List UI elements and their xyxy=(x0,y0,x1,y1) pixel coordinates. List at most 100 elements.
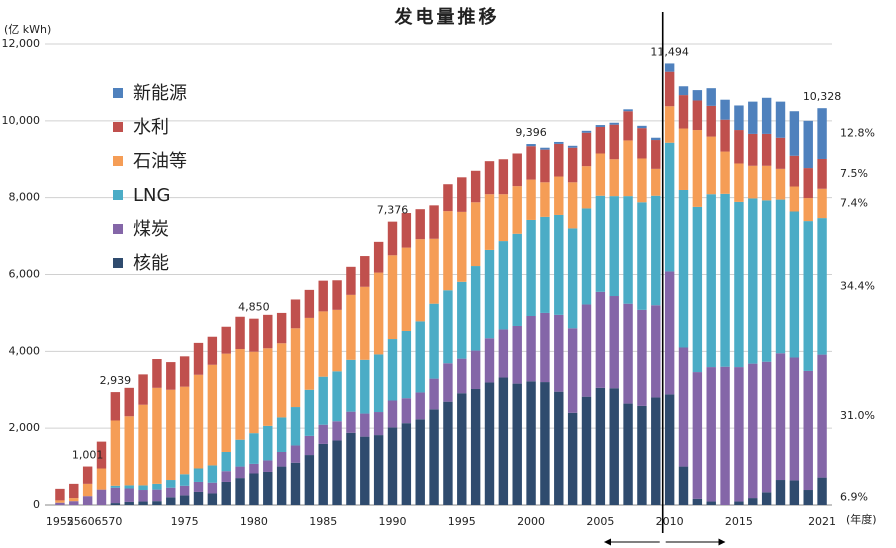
bar-segment xyxy=(609,196,619,297)
bar-segment xyxy=(55,488,65,501)
bar-segment xyxy=(443,290,453,364)
bar-segment xyxy=(387,339,398,401)
bar-segment xyxy=(789,480,800,505)
bar-segment xyxy=(761,165,772,201)
bar-segment xyxy=(207,482,218,494)
bar-segment xyxy=(124,416,134,486)
bar-segment xyxy=(429,378,439,410)
bar-segment xyxy=(415,419,425,505)
bar-segment xyxy=(207,364,218,466)
bar-segment xyxy=(651,168,661,196)
bar-segment xyxy=(775,199,786,354)
y-tick-label: 12,000 xyxy=(2,37,41,50)
legend-label: 核能 xyxy=(133,253,169,274)
bar-segment xyxy=(817,477,827,505)
bar-segment xyxy=(166,497,176,505)
bar-segment xyxy=(69,483,79,499)
bar-segment xyxy=(346,294,356,360)
bar-segment xyxy=(761,97,772,134)
bar-segment xyxy=(235,478,245,505)
bar-segment xyxy=(720,193,730,367)
bar-segment xyxy=(581,208,592,305)
share-label: 12.8% xyxy=(840,127,875,140)
bar-segment xyxy=(540,149,550,183)
bar-segment xyxy=(706,194,716,368)
bar-segment xyxy=(401,330,412,399)
bar-segment xyxy=(401,213,412,248)
bar-segment xyxy=(692,372,703,499)
bar-segment xyxy=(346,432,356,505)
bar-segment xyxy=(789,111,800,156)
bar-segment xyxy=(318,311,328,377)
bar-segment xyxy=(152,359,162,388)
bar-segment xyxy=(720,99,730,120)
bar-segment xyxy=(346,266,356,295)
bar-segment xyxy=(761,361,772,493)
bar-segment xyxy=(360,286,370,360)
bar-segment xyxy=(526,146,536,180)
bar-segment xyxy=(304,317,315,390)
bar-segment xyxy=(775,137,786,169)
bar-segment xyxy=(734,501,744,505)
bar-segment xyxy=(567,147,578,183)
y-tick-label: 8,000 xyxy=(9,191,41,204)
bar-segment xyxy=(263,348,273,426)
bar-segment xyxy=(360,359,370,414)
bar-segment xyxy=(526,179,536,220)
bar-segment xyxy=(817,218,827,355)
bar-segment xyxy=(138,404,148,486)
bar-segment xyxy=(332,309,342,372)
bar-segment xyxy=(221,451,231,472)
bar-segment xyxy=(748,165,758,199)
bar-segment xyxy=(82,496,93,505)
bar-segment xyxy=(138,501,148,505)
bar-segment xyxy=(193,481,204,492)
bar-segment xyxy=(623,403,633,505)
bar-segment xyxy=(110,487,121,504)
bar-segment xyxy=(512,325,522,384)
bar-segment xyxy=(138,490,148,502)
bar-segment xyxy=(720,366,730,505)
bar-segment xyxy=(221,481,231,505)
bar-segment xyxy=(637,202,647,310)
bar-segment xyxy=(124,501,134,505)
bar-segment xyxy=(166,487,176,498)
bar-segment xyxy=(249,433,259,464)
bar-segment xyxy=(803,490,813,505)
bar-segment xyxy=(82,466,93,484)
bar-segment xyxy=(429,238,439,304)
bar-segment xyxy=(457,393,467,505)
bar-segment xyxy=(373,412,384,436)
bar-segment xyxy=(609,122,619,125)
bar-segment xyxy=(498,241,509,330)
bar-segment xyxy=(443,211,453,291)
bar-segment xyxy=(692,498,703,505)
legend-label: LNG xyxy=(133,185,170,206)
bar-segment xyxy=(637,309,647,406)
bar-segment xyxy=(540,382,550,505)
bar-segment xyxy=(263,314,273,349)
bar-segment xyxy=(110,503,121,505)
bar-segment xyxy=(637,405,647,505)
bar-segment xyxy=(664,142,675,272)
bar-segment xyxy=(387,427,398,505)
bar-segment xyxy=(526,219,536,316)
bar-segment xyxy=(609,296,619,389)
total-label: 9,396 xyxy=(515,126,547,139)
total-label: 7,376 xyxy=(377,204,409,217)
bar-segment xyxy=(637,128,647,159)
bar-segment xyxy=(304,289,315,318)
bar-segment xyxy=(249,318,259,352)
x-axis-label: (年度) xyxy=(846,512,877,526)
bar-segment xyxy=(498,329,509,378)
bar-segment xyxy=(290,445,301,463)
x-tick-label: 2000 xyxy=(517,515,545,528)
x-tick-label: 1975 xyxy=(171,515,199,528)
bar-segment xyxy=(332,371,342,422)
bar-segment xyxy=(318,280,328,312)
share-label: 31.0% xyxy=(840,409,875,422)
bar-segment xyxy=(609,388,619,505)
bar-segment xyxy=(623,140,633,197)
bar-segment xyxy=(567,182,578,229)
bar-segment xyxy=(789,155,800,187)
